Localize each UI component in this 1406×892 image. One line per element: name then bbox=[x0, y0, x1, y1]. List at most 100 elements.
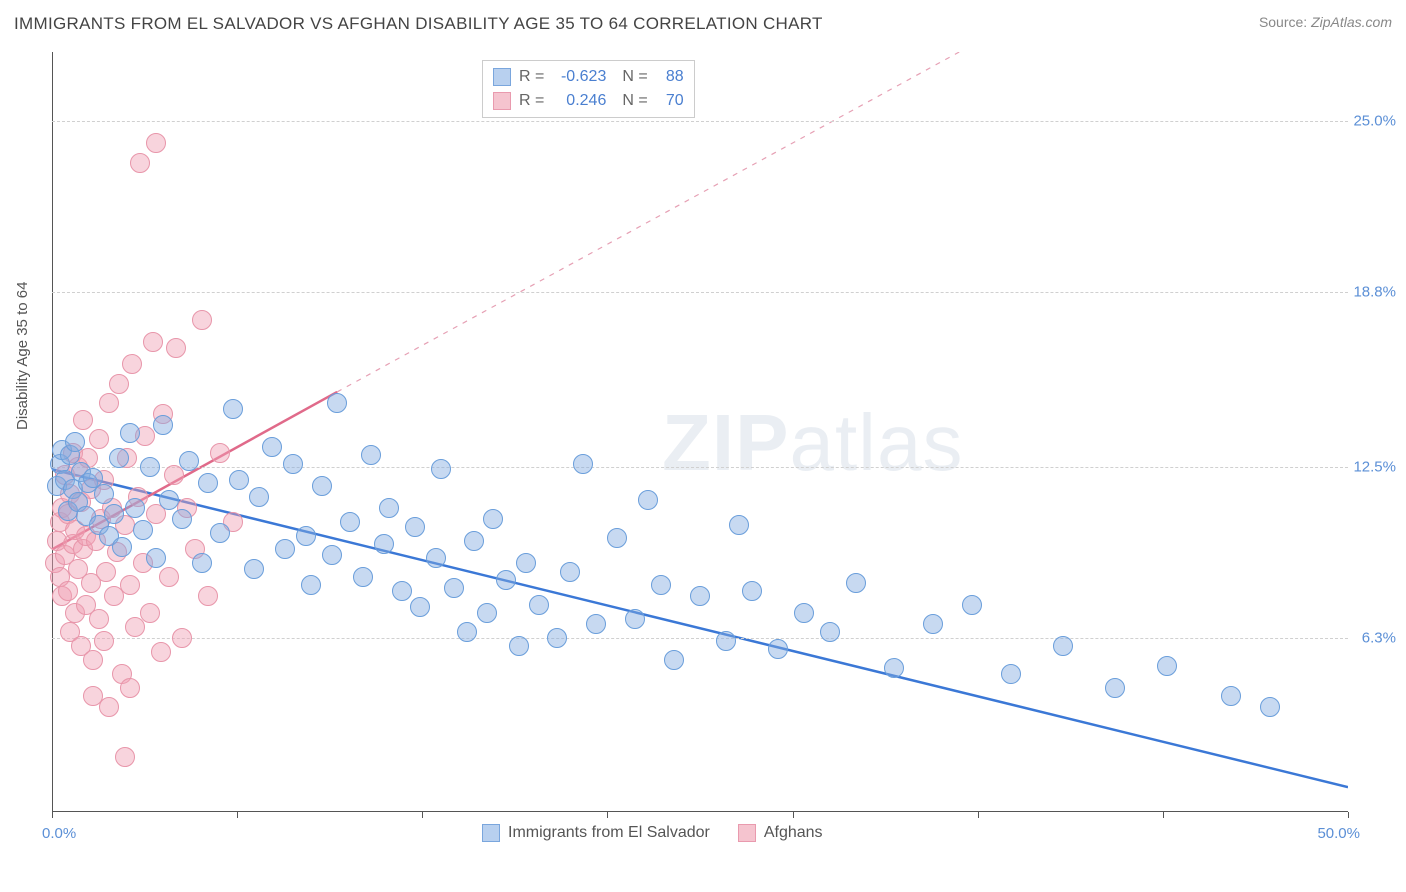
grid-line bbox=[52, 292, 1348, 293]
data-point bbox=[742, 581, 762, 601]
data-point bbox=[125, 498, 145, 518]
x-axis-line bbox=[52, 811, 1348, 812]
data-point bbox=[120, 423, 140, 443]
x-tick bbox=[422, 812, 423, 818]
data-point bbox=[151, 642, 171, 662]
data-point bbox=[210, 443, 230, 463]
n-label: N = bbox=[622, 65, 647, 89]
data-point bbox=[457, 622, 477, 642]
data-point bbox=[172, 628, 192, 648]
data-point bbox=[296, 526, 316, 546]
data-point bbox=[379, 498, 399, 518]
legend-label: Afghans bbox=[764, 824, 823, 842]
data-point bbox=[768, 639, 788, 659]
data-point bbox=[301, 575, 321, 595]
y-tick-label: 18.8% bbox=[1336, 284, 1396, 301]
data-point bbox=[109, 374, 129, 394]
data-point bbox=[923, 614, 943, 634]
data-point bbox=[560, 562, 580, 582]
data-point bbox=[192, 553, 212, 573]
n-value: 88 bbox=[654, 65, 684, 89]
data-point bbox=[322, 545, 342, 565]
data-point bbox=[410, 597, 430, 617]
data-point bbox=[283, 454, 303, 474]
data-point bbox=[516, 553, 536, 573]
scatter-chart: 0.0% 50.0% ZIPatlas R =-0.623N =88R =0.2… bbox=[52, 52, 1348, 812]
data-point bbox=[1157, 656, 1177, 676]
data-point bbox=[223, 399, 243, 419]
y-axis-line bbox=[52, 52, 53, 812]
data-point bbox=[140, 603, 160, 623]
data-point bbox=[120, 575, 140, 595]
data-point bbox=[496, 570, 516, 590]
data-point bbox=[122, 354, 142, 374]
data-point bbox=[884, 658, 904, 678]
data-point bbox=[464, 531, 484, 551]
data-point bbox=[846, 573, 866, 593]
data-point bbox=[58, 581, 78, 601]
data-point bbox=[509, 636, 529, 656]
x-tick bbox=[1163, 812, 1164, 818]
data-point bbox=[262, 437, 282, 457]
source-attribution: Source: ZipAtlas.com bbox=[1259, 14, 1392, 30]
data-point bbox=[405, 517, 425, 537]
watermark-rest: atlas bbox=[789, 398, 963, 487]
data-point bbox=[426, 548, 446, 568]
data-point bbox=[638, 490, 658, 510]
data-point bbox=[716, 631, 736, 651]
data-point bbox=[664, 650, 684, 670]
data-point bbox=[210, 523, 230, 543]
grid-line bbox=[52, 638, 1348, 639]
data-point bbox=[651, 575, 671, 595]
data-point bbox=[361, 445, 381, 465]
data-point bbox=[529, 595, 549, 615]
y-axis-label: Disability Age 35 to 64 bbox=[14, 282, 31, 430]
legend-item: Immigrants from El Salvador bbox=[482, 824, 710, 842]
data-point bbox=[547, 628, 567, 648]
data-point bbox=[1260, 697, 1280, 717]
data-point bbox=[244, 559, 264, 579]
data-point bbox=[140, 457, 160, 477]
x-axis-max-label: 50.0% bbox=[1317, 825, 1360, 842]
data-point bbox=[1001, 664, 1021, 684]
data-point bbox=[275, 539, 295, 559]
data-point bbox=[392, 581, 412, 601]
data-point bbox=[312, 476, 332, 496]
data-point bbox=[112, 537, 132, 557]
n-label: N = bbox=[622, 89, 647, 113]
x-tick bbox=[237, 812, 238, 818]
data-point bbox=[146, 548, 166, 568]
data-point bbox=[89, 609, 109, 629]
data-point bbox=[146, 133, 166, 153]
watermark: ZIPatlas bbox=[662, 397, 963, 489]
data-point bbox=[729, 515, 749, 535]
data-point bbox=[340, 512, 360, 532]
data-point bbox=[192, 310, 212, 330]
data-point bbox=[125, 617, 145, 637]
data-point bbox=[249, 487, 269, 507]
data-point bbox=[444, 578, 464, 598]
legend-swatch bbox=[493, 68, 511, 86]
data-point bbox=[1053, 636, 1073, 656]
data-point bbox=[83, 650, 103, 670]
y-tick-label: 25.0% bbox=[1336, 113, 1396, 130]
x-tick bbox=[1348, 812, 1349, 818]
data-point bbox=[65, 432, 85, 452]
data-point bbox=[153, 415, 173, 435]
data-point bbox=[164, 465, 184, 485]
legend-label: Immigrants from El Salvador bbox=[508, 824, 710, 842]
correlation-legend: R =-0.623N =88R =0.246N =70 bbox=[482, 60, 695, 118]
y-tick-label: 12.5% bbox=[1336, 458, 1396, 475]
trend-lines bbox=[52, 52, 1348, 812]
grid-line bbox=[52, 121, 1348, 122]
data-point bbox=[198, 586, 218, 606]
data-point bbox=[327, 393, 347, 413]
legend-swatch bbox=[493, 92, 511, 110]
watermark-bold: ZIP bbox=[662, 398, 789, 487]
legend-row: R =-0.623N =88 bbox=[493, 65, 684, 89]
data-point bbox=[483, 509, 503, 529]
data-point bbox=[159, 490, 179, 510]
r-value: -0.623 bbox=[550, 65, 606, 89]
data-point bbox=[586, 614, 606, 634]
data-point bbox=[115, 747, 135, 767]
